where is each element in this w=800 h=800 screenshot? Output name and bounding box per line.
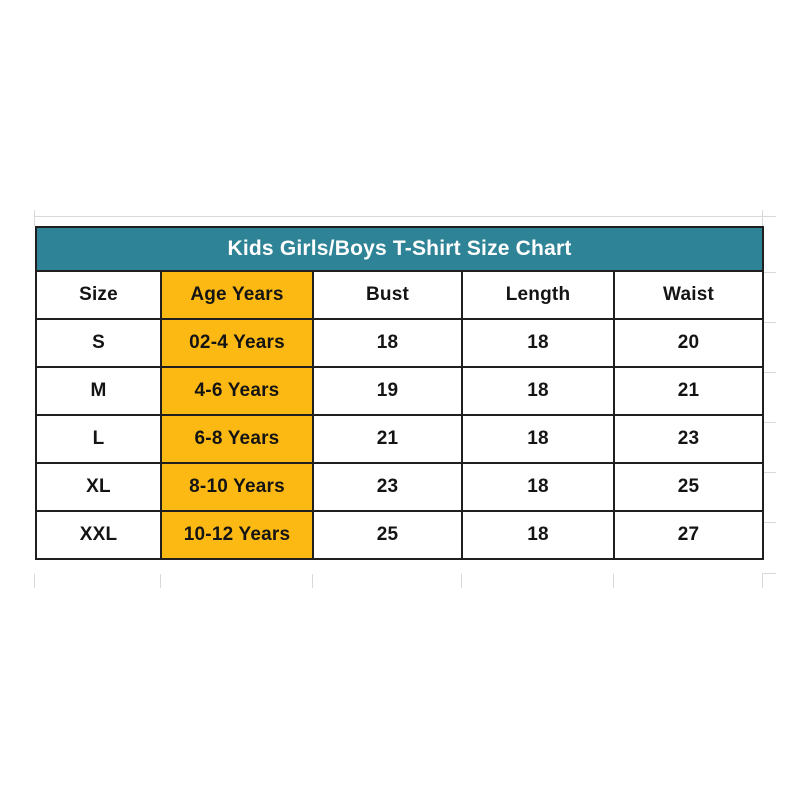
bust-value: 21 [312,414,463,464]
gridline-tick [762,422,776,423]
age-value: 4-6 Years [160,366,314,416]
age-value: 10-12 Years [160,510,314,560]
gridline-tick [762,472,776,473]
gridline-tick [461,574,462,588]
col-header-waist: Waist [612,270,765,320]
gridline-tick [762,574,763,588]
table-row-s: S 02-4 Years 18 18 20 [35,318,765,368]
size-value: M [35,366,162,416]
table-row-xl: XL 8-10 Years 23 18 25 [35,462,765,512]
col-header-length: Length [461,270,615,320]
waist-value: 20 [612,318,765,368]
length-value: 18 [461,318,615,368]
gridline-tick [762,272,776,273]
table-title: Kids Girls/Boys T-Shirt Size Chart [34,226,765,272]
age-value: 8-10 Years [160,462,314,512]
gridline-tick [613,574,614,588]
waist-value: 25 [612,462,765,512]
size-chart-table: Kids Girls/Boys T-Shirt Size Chart Size … [34,226,765,560]
size-value: S [35,318,162,368]
age-value: 6-8 Years [160,414,314,464]
table-row-xxl: XXL 10-12 Years 25 18 27 [35,510,765,560]
table-row-l: L 6-8 Years 21 18 23 [35,414,765,464]
gridline-tick [762,372,776,373]
col-header-bust: Bust [312,270,463,320]
length-value: 18 [461,510,615,560]
gridline-tick [34,210,35,226]
gridline-tick [160,574,161,588]
age-value: 02-4 Years [160,318,314,368]
bust-value: 19 [312,366,463,416]
gridline-tick [34,574,35,588]
gridline-tick [762,522,776,523]
bust-value: 18 [312,318,463,368]
length-value: 18 [461,366,615,416]
waist-value: 21 [612,366,765,416]
gridline-tick [762,210,763,226]
length-value: 18 [461,414,615,464]
gridline-tick [35,216,776,217]
gridline-tick [312,574,313,588]
col-header-age-years: Age Years [160,270,314,320]
size-value: XL [35,462,162,512]
size-value: L [35,414,162,464]
bust-value: 25 [312,510,463,560]
gridline-tick [762,322,776,323]
table-title-row: Kids Girls/Boys T-Shirt Size Chart [34,226,765,272]
table-header-row: Size Age Years Bust Length Waist [35,270,765,320]
table-row-m: M 4-6 Years 19 18 21 [35,366,765,416]
waist-value: 27 [612,510,765,560]
size-value: XXL [35,510,162,560]
col-header-size: Size [35,270,162,320]
gridline-tick [762,573,776,574]
bust-value: 23 [312,462,463,512]
length-value: 18 [461,462,615,512]
waist-value: 23 [612,414,765,464]
